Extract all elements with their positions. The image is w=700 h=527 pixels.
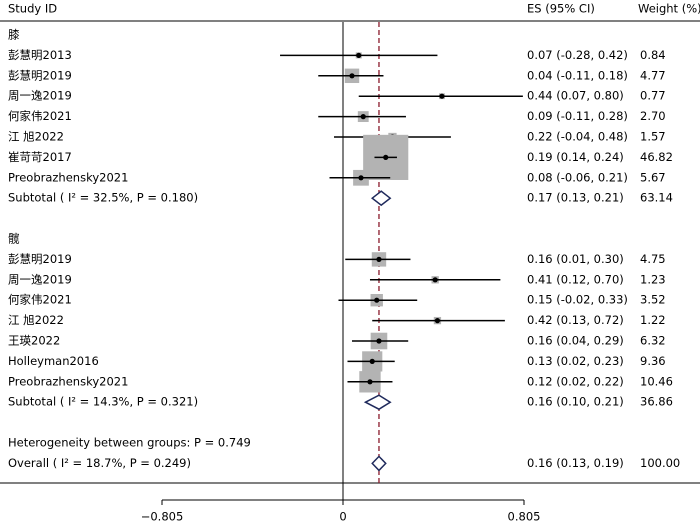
es-label: 0.12 (0.02, 0.22) <box>527 374 624 388</box>
study-label: 周一逸2019 <box>8 89 72 103</box>
weight-label: 0.84 <box>640 48 666 62</box>
weight-label: 100.00 <box>640 456 680 470</box>
weight-label: 9.36 <box>640 354 666 368</box>
es-point <box>360 114 366 120</box>
subtotal-label: Subtotal ( I² = 32.5%, P = 0.180) <box>8 191 198 205</box>
es-point <box>439 93 445 99</box>
weight-label: 36.86 <box>640 395 673 409</box>
study-label: 彭慧明2013 <box>8 48 72 62</box>
header-weight: Weight (%) <box>638 2 700 16</box>
es-point <box>369 358 375 364</box>
study-label: Preobrazhensky2021 <box>8 170 128 184</box>
study-label: Preobrazhensky2021 <box>8 374 128 388</box>
header-es: ES (95% CI) <box>527 2 595 16</box>
es-label: 0.16 (0.01, 0.30) <box>527 252 624 266</box>
weight-label: 3.52 <box>640 293 666 307</box>
es-point <box>432 277 438 283</box>
pooled-diamond <box>371 190 392 207</box>
weight-label: 4.77 <box>640 68 666 82</box>
overall-label: Overall ( I² = 18.7%, P = 0.249) <box>8 456 191 470</box>
study-label: 江 旭2022 <box>8 313 64 327</box>
study-label: 何家伟2021 <box>8 293 72 307</box>
subtotal-label: Subtotal ( I² = 14.3%, P = 0.321) <box>8 395 198 409</box>
study-label: 崔苛苛2017 <box>8 150 72 164</box>
es-label: 0.17 (0.13, 0.21) <box>527 191 624 205</box>
weight-label: 1.22 <box>640 313 666 327</box>
es-point <box>383 154 389 160</box>
es-label: 0.07 (-0.28, 0.42) <box>527 48 628 62</box>
es-point <box>367 379 373 385</box>
es-label: 0.08 (-0.06, 0.21) <box>527 170 628 184</box>
weight-label: 63.14 <box>640 191 673 205</box>
study-label: 彭慧明2019 <box>8 68 72 82</box>
es-point <box>358 175 364 181</box>
es-point <box>376 256 382 262</box>
es-label: 0.16 (0.04, 0.29) <box>527 334 624 348</box>
group-label: 膝 <box>8 28 20 42</box>
es-point <box>356 52 362 59</box>
es-point <box>434 318 441 324</box>
es-label: 0.19 (0.14, 0.24) <box>527 150 624 164</box>
es-point <box>374 297 380 303</box>
es-label: 0.41 (0.12, 0.70) <box>527 272 624 286</box>
header-study: Study ID <box>8 2 57 16</box>
weight-label: 1.57 <box>640 130 666 144</box>
study-label: 何家伟2021 <box>8 109 72 123</box>
group-label: 髋 <box>8 232 20 246</box>
es-point <box>376 338 382 344</box>
weight-label: 10.46 <box>640 374 673 388</box>
study-label: 江 旭2022 <box>8 130 64 144</box>
weight-label: 0.77 <box>640 89 666 103</box>
weight-label: 4.75 <box>640 252 666 266</box>
es-label: 0.13 (0.02, 0.23) <box>527 354 624 368</box>
pooled-diamond <box>371 455 387 472</box>
es-point <box>349 73 355 79</box>
study-label: 周一逸2019 <box>8 272 72 286</box>
x-tick-label: 0.805 <box>508 510 541 524</box>
study-label: 王瑛2022 <box>8 334 60 348</box>
es-label: 0.15 (-0.02, 0.33) <box>527 293 628 307</box>
weight-label: 46.82 <box>640 150 673 164</box>
weight-label: 5.67 <box>640 170 666 184</box>
weight-label: 6.32 <box>640 334 666 348</box>
es-label: 0.16 (0.13, 0.19) <box>527 456 624 470</box>
study-label: Holleyman2016 <box>8 354 99 368</box>
es-label: 0.42 (0.13, 0.72) <box>527 313 624 327</box>
x-tick-label: −0.805 <box>141 510 184 524</box>
study-label: 彭慧明2019 <box>8 252 72 266</box>
heterogeneity: Heterogeneity between groups: P = 0.749 <box>8 436 251 450</box>
weight-label: 2.70 <box>640 109 666 123</box>
es-label: 0.16 (0.10, 0.21) <box>527 395 624 409</box>
weight-label: 1.23 <box>640 272 666 286</box>
es-label: 0.09 (-0.11, 0.28) <box>527 109 628 123</box>
x-tick-label: 0 <box>339 510 346 524</box>
es-label: 0.22 (-0.04, 0.48) <box>527 130 628 144</box>
es-label: 0.44 (0.07, 0.80) <box>527 89 624 103</box>
es-label: 0.04 (-0.11, 0.18) <box>527 68 628 82</box>
pooled-diamond <box>363 394 392 411</box>
